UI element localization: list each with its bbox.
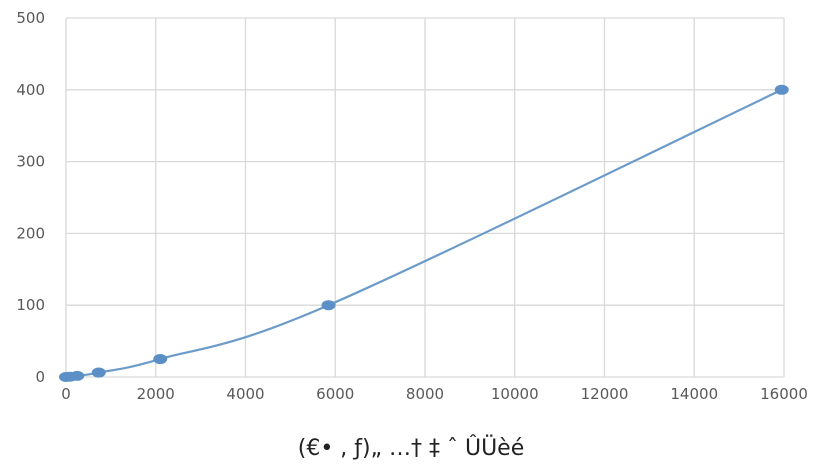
data-point [774,84,789,95]
y-tick-label: 400 [16,81,45,99]
data-points [59,84,789,382]
data-point [91,367,106,378]
data-point [70,370,85,381]
y-tick-label: 300 [16,153,45,171]
data-point [321,300,336,311]
y-tick-label: 100 [16,296,45,314]
data-point [153,354,168,365]
x-tick-label: 4000 [226,385,264,403]
y-tick-label: 0 [35,368,45,386]
y-tick-label: 200 [16,224,45,242]
x-axis-ticks: 0 2000 4000 6000 8000 10000 12000 14000 16000 [61,385,808,403]
x-tick-label: 10000 [491,385,539,403]
y-tick-label: 500 [16,9,45,27]
x-tick-label: 0 [61,385,71,403]
x-tick-label: 6000 [316,385,354,403]
x-axis-title: (€• , ƒ)„ …† ‡ ˆ ÛÜèé [298,435,525,461]
grid [65,17,785,378]
y-axis-ticks: 0 100 200 300 400 500 [16,9,45,386]
x-tick-label: 8000 [406,385,444,403]
x-tick-label: 16000 [760,385,808,403]
x-tick-label: 14000 [670,385,718,403]
x-tick-label: 2000 [137,385,175,403]
x-tick-label: 12000 [581,385,629,403]
